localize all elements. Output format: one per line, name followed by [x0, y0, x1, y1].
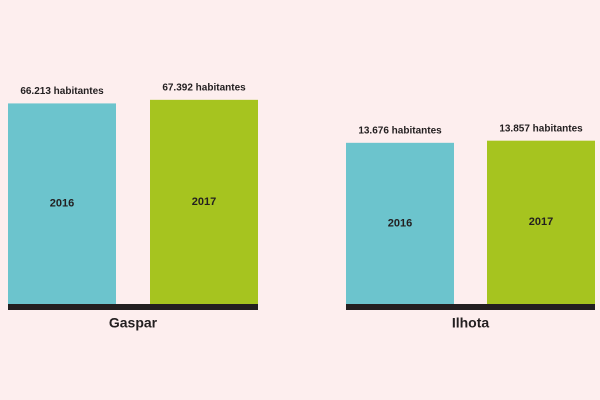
value-label: 67.392 habitantes: [162, 82, 246, 93]
category-label: 2016: [388, 217, 412, 229]
baseline: [346, 304, 595, 310]
value-label: 13.676 habitantes: [358, 125, 442, 136]
value-label: 13.857 habitantes: [499, 123, 583, 134]
baseline: [8, 304, 258, 310]
category-label: 2017: [529, 216, 553, 228]
category-label: 2016: [50, 198, 74, 210]
value-label: 66.213 habitantes: [20, 86, 104, 97]
chart-title: Ilhota: [452, 315, 490, 331]
chart-title: Gaspar: [109, 315, 158, 331]
category-label: 2017: [192, 196, 216, 208]
bar: [8, 103, 116, 304]
bar: [150, 99, 258, 304]
bar: [487, 140, 595, 304]
bar: [346, 142, 454, 304]
